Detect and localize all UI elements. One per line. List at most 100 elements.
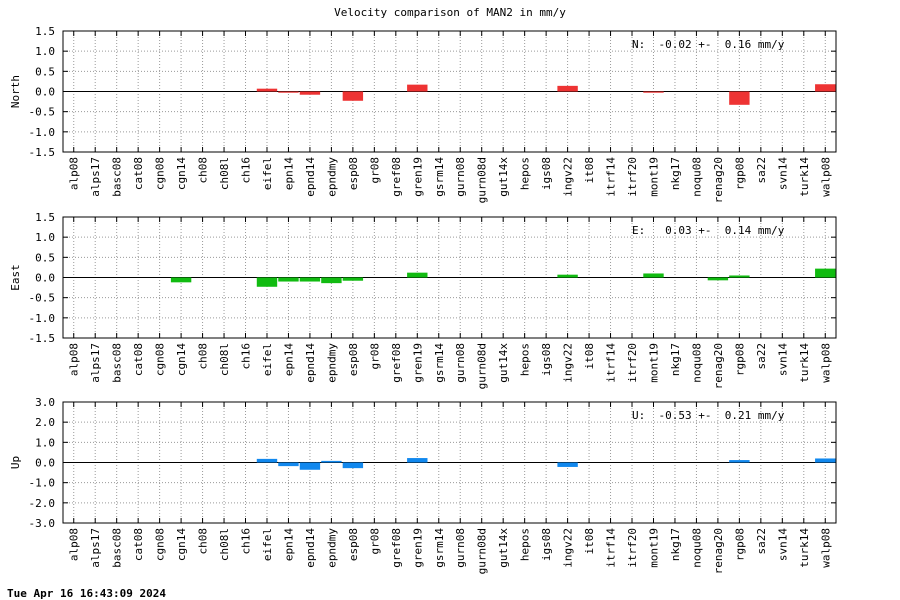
x-tick-label: walp08 — [819, 343, 832, 383]
y-tick-label: 0.0 — [35, 457, 55, 470]
x-tick-label: turk14 — [798, 157, 811, 197]
bar-renag20 — [707, 277, 729, 281]
x-tick-label: gurn08d — [476, 343, 489, 389]
x-tick-label: ch16 — [240, 157, 253, 184]
x-tick-label: epnd14 — [304, 343, 317, 383]
y-tick-label: -1.5 — [29, 146, 56, 159]
bar-ingv22 — [557, 462, 578, 467]
timestamp: Tue Apr 16 16:43:09 2024 — [7, 587, 166, 600]
x-tick-label: epn14 — [282, 528, 295, 561]
x-tick-label: hepos — [519, 157, 532, 190]
x-tick-label: itrf14 — [605, 528, 618, 568]
x-tick-label: gsrm14 — [433, 528, 446, 568]
bar-epnd14 — [299, 91, 321, 95]
x-tick-label: gref08 — [390, 157, 403, 197]
bar-eifel — [256, 458, 278, 463]
x-tick-label: noqu08 — [690, 343, 703, 383]
bar-ingv22 — [557, 274, 578, 278]
x-tick-label: gr08 — [368, 528, 381, 555]
x-tick-label: ch08 — [197, 157, 210, 184]
bar-epn14 — [278, 277, 299, 282]
stats-annotation: N: -0.02 +- 0.16 mm/y — [632, 38, 785, 51]
x-tick-label: esp08 — [347, 157, 360, 190]
x-tick-label: itrf20 — [626, 528, 639, 568]
x-tick-label: gsrm14 — [433, 157, 446, 197]
x-tick-label: epn14 — [282, 157, 295, 190]
x-tick-label: igs08 — [540, 343, 553, 376]
bar-esp08 — [342, 91, 364, 101]
x-tick-label: renag20 — [712, 343, 725, 389]
bar-epnd14 — [299, 277, 321, 282]
x-tick-label: epndmy — [325, 343, 338, 383]
x-tick-label: gsrm14 — [433, 343, 446, 383]
x-tick-label: epndmy — [325, 157, 338, 197]
x-tick-label: svn14 — [776, 528, 789, 561]
bar-eifel — [256, 277, 278, 287]
bar-walp08 — [815, 84, 836, 92]
y-tick-label: -1.0 — [29, 126, 56, 139]
x-tick-label: mont19 — [647, 528, 660, 568]
x-tick-label: renag20 — [712, 528, 725, 574]
x-tick-label: basc08 — [111, 157, 124, 197]
x-tick-label: gr08 — [368, 157, 381, 184]
x-tick-label: noqu08 — [690, 157, 703, 197]
x-tick-label: cat08 — [132, 343, 145, 376]
x-tick-label: walp08 — [819, 528, 832, 568]
x-tick-label: ch16 — [240, 528, 253, 555]
y-tick-label: -2.0 — [29, 497, 56, 510]
bar-rgp08 — [729, 275, 750, 278]
y-tick-label: 0.0 — [35, 86, 55, 99]
x-tick-label: gref08 — [390, 343, 403, 383]
x-tick-label: ch08 — [197, 343, 210, 370]
x-tick-label: gurn08d — [476, 157, 489, 203]
bar-mont19 — [643, 273, 664, 278]
x-tick-label: ch08l — [218, 157, 231, 190]
y-tick-label: -0.5 — [29, 292, 56, 305]
x-tick-label: epnd14 — [304, 157, 317, 197]
bar-epndmy — [321, 460, 342, 463]
y-tick-label: 1.0 — [35, 231, 55, 244]
bar-esp08 — [342, 462, 364, 469]
bar-cgn14 — [170, 277, 192, 283]
x-tick-label: it08 — [583, 343, 596, 370]
x-tick-label: turk14 — [798, 343, 811, 383]
y-tick-label: 1.5 — [35, 211, 55, 224]
bar-gren19 — [407, 272, 428, 278]
x-tick-label: cgn08 — [154, 157, 167, 190]
y-axis-label: East — [9, 264, 22, 291]
x-tick-label: gurn08d — [476, 528, 489, 574]
x-tick-label: sa22 — [755, 343, 768, 370]
x-tick-label: alps17 — [89, 528, 102, 568]
x-tick-label: mont19 — [647, 343, 660, 383]
bar-epn14 — [278, 462, 299, 467]
x-tick-label: itrf14 — [605, 157, 618, 197]
plot-border — [62, 401, 837, 524]
x-tick-label: ingv22 — [562, 157, 575, 197]
bar-gren19 — [407, 458, 428, 463]
x-tick-label: svn14 — [776, 343, 789, 376]
x-tick-label: ingv22 — [562, 343, 575, 383]
bar-mont19 — [643, 91, 664, 93]
x-tick-label: sa22 — [755, 157, 768, 184]
x-tick-label: rgp08 — [733, 343, 746, 376]
x-tick-label: gut14x — [497, 343, 510, 383]
bar-epn14 — [278, 91, 299, 93]
x-tick-label: gren19 — [411, 343, 424, 383]
x-tick-label: igs08 — [540, 157, 553, 190]
x-tick-label: walp08 — [819, 157, 832, 197]
x-tick-label: itrf14 — [605, 343, 618, 383]
x-tick-label: svn14 — [776, 157, 789, 190]
x-tick-label: cgn14 — [175, 157, 188, 190]
x-tick-label: gurn08 — [454, 157, 467, 197]
x-tick-label: cgn08 — [154, 343, 167, 376]
x-tick-label: cgn14 — [175, 343, 188, 376]
y-tick-label: 0.5 — [35, 65, 55, 78]
x-tick-label: cgn08 — [154, 528, 167, 561]
x-tick-label: basc08 — [111, 343, 124, 383]
y-tick-label: 0.0 — [35, 272, 55, 285]
x-tick-label: it08 — [583, 157, 596, 184]
x-tick-label: itrf20 — [626, 343, 639, 383]
x-tick-label: nkg17 — [669, 157, 682, 190]
x-tick-label: gurn08 — [454, 343, 467, 383]
